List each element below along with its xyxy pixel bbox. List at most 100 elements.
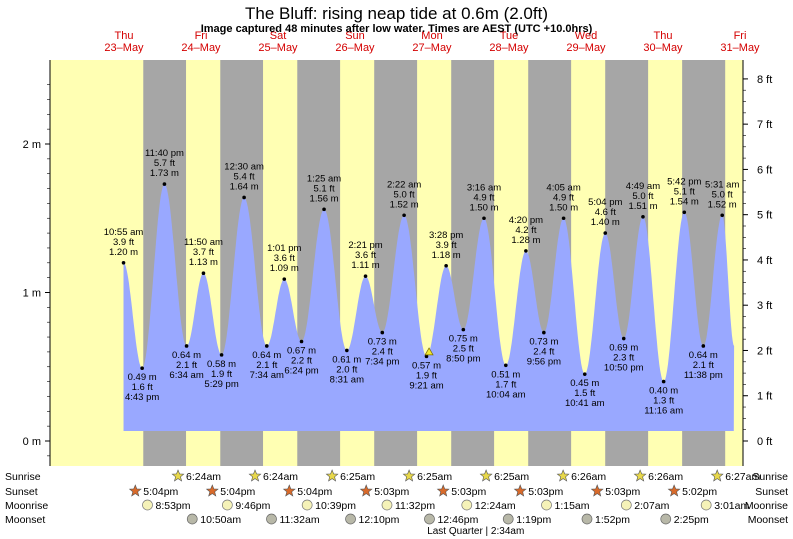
day-name: Tue	[500, 30, 519, 42]
tide-point	[661, 379, 666, 384]
tide-label: 5.1 ft	[674, 186, 695, 197]
day-name: Sat	[270, 30, 287, 42]
right-tick-label: 6 ft	[757, 164, 772, 176]
tide-label: 1.73 m	[150, 168, 179, 179]
moonset-time: 11:32am	[279, 514, 319, 526]
tide-label: 3.9 ft	[113, 237, 134, 248]
sunset-time: 5:03pm	[374, 486, 409, 498]
tide-label: 7:34 am	[250, 370, 284, 381]
sunrise-icon	[710, 469, 724, 482]
tide-label: 2.5 ft	[453, 344, 474, 355]
moonset-time: 12:46pm	[437, 514, 478, 526]
day-date: 29–May	[566, 42, 606, 54]
sunrise-icon	[171, 469, 185, 482]
tide-label: 5:42 pm	[667, 176, 701, 187]
tide-point	[444, 263, 448, 268]
tide-label: 1.54 m	[670, 196, 699, 207]
tide-point	[524, 249, 528, 253]
tide-point	[582, 372, 587, 376]
sunset-icon	[282, 484, 296, 497]
tide-point	[402, 213, 406, 218]
sunrise-icon	[479, 469, 493, 482]
tide-label: 5:31 am	[705, 179, 739, 190]
tide-label: 8:31 am	[330, 374, 364, 385]
sunrise-time: 6:26am	[648, 471, 683, 483]
tide-label: 5.1 ft	[313, 183, 334, 194]
tide-label: 1.18 m	[432, 250, 461, 261]
tide-label: 2.4 ft	[372, 347, 393, 358]
tide-label: 1.50 m	[549, 202, 578, 213]
moonset-time: 1:52pm	[595, 514, 630, 526]
sun-moon-table: Sunrise Sunrise Sunset Sunset Moonrise Moonri…	[5, 469, 788, 537]
tide-label: 5.7 ft	[154, 158, 175, 169]
sunset-icon	[590, 484, 604, 497]
row-label-right: Moonrise	[745, 500, 788, 512]
tide-label: 1.20 m	[109, 247, 138, 258]
tide-label: 0.64 m	[252, 350, 281, 361]
tide-point	[322, 207, 326, 212]
tide-marks: 10:55 am3.9 ft1.20 m0.49 m1.6 ft4:43 pm1…	[104, 148, 740, 417]
tide-label: 5:29 pm	[204, 379, 238, 390]
tide-label: 2.3 ft	[613, 353, 634, 364]
sunset-time: 5:04pm	[220, 486, 255, 498]
tide-point	[621, 336, 626, 341]
tide-label: 6:24 pm	[284, 366, 318, 377]
moonrise-time: 1:15am	[555, 500, 590, 512]
moonrise-time: 9:46pm	[235, 500, 270, 512]
moonrise-time: 10:39pm	[315, 500, 356, 512]
tide-label: 2.1 ft	[176, 360, 197, 371]
moonrise-time: 3:01am	[714, 500, 749, 512]
tide-label: 1.9 ft	[416, 370, 437, 381]
row-label-left: Moonset	[5, 514, 45, 526]
sunrise-icon	[402, 469, 416, 482]
tide-label: 1.9 ft	[211, 369, 232, 380]
tide-label: 3:16 am	[467, 182, 501, 193]
row-label-left: Moonrise	[5, 500, 48, 512]
day-name: Thu	[115, 30, 134, 42]
tide-point	[201, 271, 206, 275]
right-tick-label: 3 ft	[757, 300, 772, 312]
tide-label: 4.6 ft	[595, 207, 616, 218]
sunrise-time: 6:25am	[494, 471, 529, 483]
tide-label: 0.57 m	[412, 360, 441, 371]
tide-label: 2:21 pm	[348, 240, 382, 251]
tide-label: 1:01 pm	[267, 243, 301, 254]
right-tick-label: 5 ft	[757, 210, 772, 222]
day-date: 26–May	[335, 42, 375, 54]
tide-label: 1.51 m	[628, 201, 657, 212]
tide-label: 1.40 m	[591, 217, 620, 228]
moonrise-time: 11:32pm	[395, 500, 435, 512]
left-tick-label: 2 m	[23, 139, 41, 151]
tide-label: 0.73 m	[529, 337, 558, 348]
day-labels: Thu23–MayFri24–MaySat25–MaySun26–MayMon2…	[104, 30, 760, 54]
moonrise-icon	[301, 499, 313, 511]
right-tick-label: 4 ft	[757, 255, 772, 267]
tide-point	[561, 216, 566, 221]
day-name: Sun	[345, 30, 365, 42]
tide-label: 1.11 m	[351, 260, 379, 271]
sunset-time: 5:04pm	[143, 486, 178, 498]
tide-label: 1.09 m	[270, 263, 299, 274]
moonrise-icon	[620, 499, 632, 511]
tide-label: 4:49 am	[626, 181, 660, 192]
tide-label: 1.64 m	[230, 181, 259, 192]
sunset-icon	[359, 484, 373, 497]
tide-label: 1.5 ft	[574, 388, 595, 399]
tide-label: 2.4 ft	[533, 347, 554, 358]
tide-label: 0.64 m	[689, 350, 718, 361]
moonset-time: 2:25pm	[674, 514, 709, 526]
tide-label: 6:34 am	[169, 370, 203, 381]
day-date: 25–May	[258, 42, 298, 54]
tide-point	[504, 363, 508, 368]
moonset-icon	[266, 513, 277, 525]
sunset-time: 5:03pm	[451, 486, 486, 498]
tide-point	[162, 182, 167, 186]
tide-label: 11:38 pm	[684, 370, 723, 381]
tide-point	[264, 344, 269, 348]
tide-label: 9:56 pm	[527, 357, 561, 368]
tide-label: 0.51 m	[491, 369, 520, 380]
tide-label: 5.0 ft	[632, 191, 653, 202]
tide-point	[542, 330, 546, 335]
axes: 0 m 1 m 2 m 0 ft 1 ft 2 ft 3 ft 4 ft 5 ft 6 ft 7 f…	[23, 60, 772, 466]
day-date: 24–May	[181, 42, 221, 54]
